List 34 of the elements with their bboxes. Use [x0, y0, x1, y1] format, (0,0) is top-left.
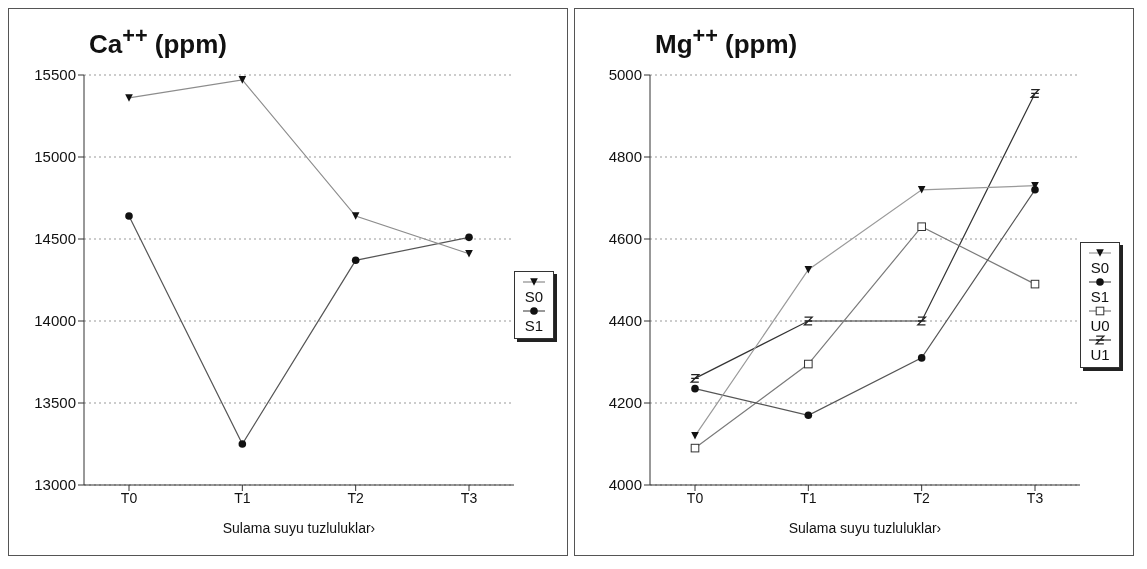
x-tick-label: T1 [234, 489, 251, 506]
legend-label: S1 [1089, 288, 1111, 305]
chart-title: Mg$^{++}$ (ppm) [655, 23, 798, 60]
x-tick-label: T0 [120, 489, 138, 506]
y-tick-label: 4400 [608, 312, 642, 330]
point [690, 373, 700, 383]
y-tick-label: 4200 [608, 394, 642, 412]
x-tick-label: T2 [347, 489, 365, 506]
point [803, 316, 813, 326]
y-tick-label: 13000 [34, 476, 76, 494]
y-tick-label: 14000 [34, 312, 76, 330]
y-tick-label: 4800 [608, 148, 642, 166]
legend-label: S0 [523, 288, 545, 305]
point [917, 316, 927, 326]
y-tick-label: 4000 [608, 476, 642, 494]
legend-label: S0 [1089, 259, 1111, 276]
y-tick-label: 13500 [34, 394, 76, 412]
y-tick-label: 15000 [34, 148, 76, 166]
x-tick-label: T3 [460, 489, 478, 506]
y-tick-label: 5000 [608, 66, 642, 84]
x-tick-label: T3 [1026, 489, 1044, 506]
legend-label: S1 [523, 317, 545, 334]
x-tick-label: T0 [686, 489, 704, 506]
x-axis-title: Sulama suyu tuzluluklar› [788, 520, 942, 536]
x-tick-label: T2 [913, 489, 931, 506]
y-tick-label: 15500 [34, 66, 76, 84]
chart-title: Ca$^{++}$ (ppm) [89, 23, 227, 60]
legend-label: U1 [1089, 346, 1111, 363]
point [1030, 89, 1040, 98]
y-tick-label: 14500 [34, 230, 76, 248]
x-tick-label: T1 [800, 489, 817, 506]
x-axis-title: Sulama suyu tuzluluklar› [222, 520, 376, 536]
legend-label: U0 [1089, 317, 1111, 334]
y-tick-label: 4600 [608, 230, 642, 248]
